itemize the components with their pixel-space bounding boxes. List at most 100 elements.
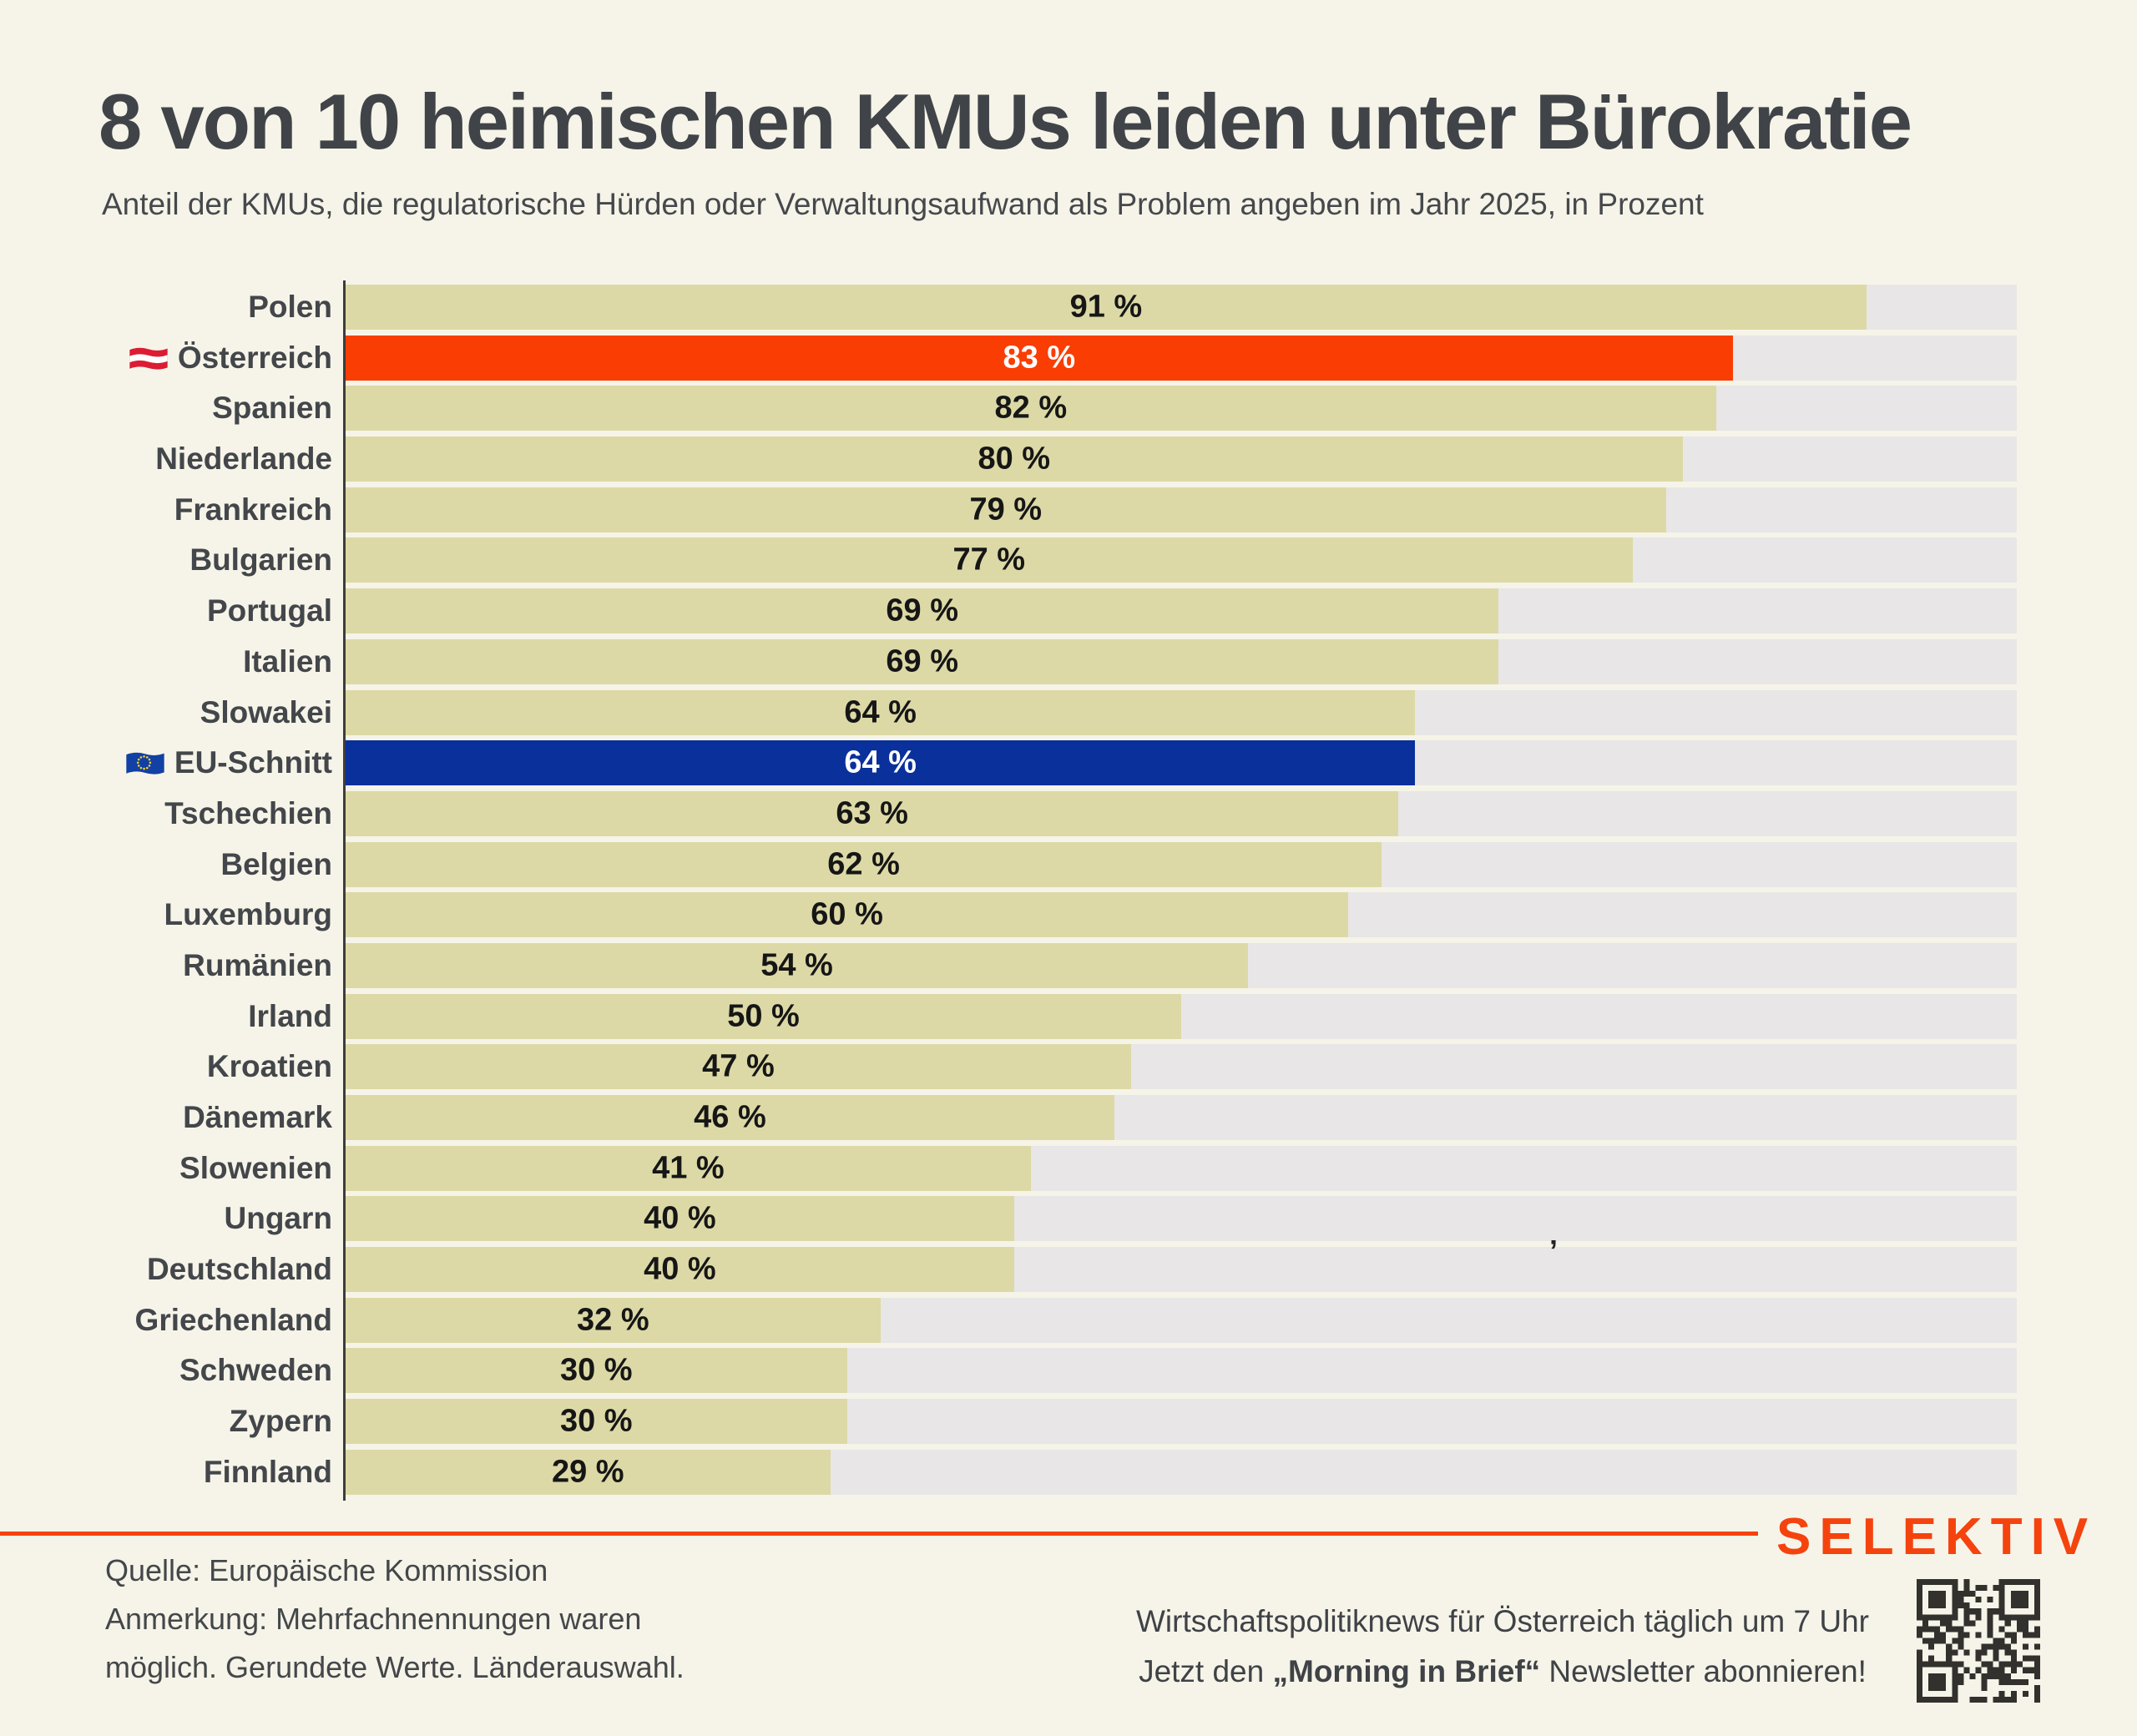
newsletter-line-2: Jetzt den „Morning in Brief“ Newsletter … bbox=[1139, 1654, 1867, 1688]
country-label-text: Griechenland bbox=[134, 1302, 332, 1337]
country-label: Bulgarien bbox=[0, 542, 346, 578]
chart-row: Tschechien 63 % bbox=[0, 790, 2137, 836]
bar-value-label: 69 % bbox=[886, 593, 958, 628]
bar-fill: 29 % bbox=[346, 1449, 831, 1495]
bar-track: 77 % bbox=[346, 537, 2017, 583]
country-label: Irland bbox=[0, 999, 346, 1034]
bar-value-label: 50 % bbox=[727, 998, 800, 1034]
bar-value-label: 82 % bbox=[994, 390, 1068, 426]
bar-track: 83 % bbox=[346, 335, 2017, 381]
bar-value-label: 46 % bbox=[694, 1099, 766, 1135]
bar-fill: 32 % bbox=[346, 1297, 881, 1343]
country-label: Deutschland bbox=[0, 1252, 346, 1287]
bar-value-label: 41 % bbox=[652, 1150, 725, 1186]
bar-fill: 69 % bbox=[346, 588, 1499, 634]
bar-track: 32 % bbox=[346, 1297, 2017, 1343]
country-label: Rumänien bbox=[0, 948, 346, 983]
bar-track: 50 % bbox=[346, 993, 2017, 1039]
country-label: Österreich bbox=[0, 341, 346, 376]
chart-row: Zypern 30 % bbox=[0, 1399, 2137, 1445]
bar-fill: 54 % bbox=[346, 942, 1249, 988]
country-label-text: Deutschland bbox=[146, 1252, 332, 1287]
country-label-text: Kroatien bbox=[206, 1049, 332, 1084]
bar-fill: 63 % bbox=[346, 790, 1399, 836]
country-label: Niederlande bbox=[0, 442, 346, 477]
bar-value-label: 32 % bbox=[577, 1302, 649, 1338]
country-label-text: Tschechien bbox=[164, 795, 332, 830]
bar-track: 80 % bbox=[346, 437, 2017, 482]
bar-track: 91 % bbox=[346, 285, 2017, 330]
bar-track: 29 % bbox=[346, 1449, 2017, 1495]
bar-fill: 62 % bbox=[346, 841, 1382, 887]
bar-value-label: 83 % bbox=[1003, 340, 1076, 376]
country-label-text: EU-Schnitt bbox=[174, 745, 332, 780]
country-label-text: Portugal bbox=[206, 593, 332, 628]
chart-row: Slowakei 64 % bbox=[0, 689, 2137, 735]
country-label: Tschechien bbox=[0, 796, 346, 831]
note-line-1: Anmerkung: Mehrfachnennungen waren bbox=[105, 1602, 642, 1636]
country-label: Dänemark bbox=[0, 1100, 346, 1135]
bar-value-label: 30 % bbox=[559, 1403, 633, 1439]
chart-row: Luxemburg 60 % bbox=[0, 892, 2137, 938]
chart-row: Kroatien 47 % bbox=[0, 1044, 2137, 1090]
bar-track: 41 % bbox=[346, 1145, 2017, 1191]
chart-row: Finnland 29 % bbox=[0, 1449, 2137, 1495]
country-label-text: Frankreich bbox=[174, 492, 332, 527]
bar-value-label: 91 % bbox=[1069, 289, 1143, 325]
bar-track: 54 % bbox=[346, 942, 2017, 988]
chart-row: Dänemark 46 % bbox=[0, 1095, 2137, 1140]
bar-fill: 60 % bbox=[346, 892, 1349, 938]
country-label-text: Slowakei bbox=[200, 694, 332, 729]
country-label: Schweden bbox=[0, 1353, 346, 1388]
chart-row: Irland 50 % bbox=[0, 993, 2137, 1039]
bar-track: 60 % bbox=[346, 892, 2017, 938]
country-label-text: Schweden bbox=[179, 1353, 332, 1388]
bar-value-label: 77 % bbox=[952, 542, 1026, 578]
bar-fill: 46 % bbox=[346, 1095, 1114, 1140]
bar-value-label: 60 % bbox=[811, 896, 883, 932]
austria-flag-icon bbox=[129, 347, 168, 370]
country-label: Belgien bbox=[0, 847, 346, 882]
bar-value-label: 69 % bbox=[886, 643, 958, 679]
country-label: EU-Schnitt bbox=[0, 745, 346, 780]
bar-value-label: 79 % bbox=[969, 492, 1043, 527]
bar-fill: 83 % bbox=[346, 335, 1733, 381]
bar-value-label: 63 % bbox=[836, 795, 908, 831]
bar-fill: 41 % bbox=[346, 1145, 1031, 1191]
bar-fill: 40 % bbox=[346, 1196, 1014, 1242]
axis-line bbox=[343, 280, 346, 1501]
country-label: Frankreich bbox=[0, 492, 346, 527]
bar-track: 46 % bbox=[346, 1095, 2017, 1140]
bar-track: 40 % bbox=[346, 1196, 2017, 1242]
country-label-text: Belgien bbox=[220, 846, 332, 881]
subtitle: Anteil der KMUs, die regulatorische Hürd… bbox=[102, 187, 1704, 221]
brand-logo: SELEKTIV bbox=[1776, 1508, 2097, 1566]
bar-fill: 82 % bbox=[346, 386, 1716, 431]
bar-track: 79 % bbox=[346, 487, 2017, 532]
newsletter-line-1: Wirtschaftspolitiknews für Österreich tä… bbox=[1136, 1604, 1869, 1638]
bar-value-label: 64 % bbox=[844, 744, 917, 780]
country-label: Ungarn bbox=[0, 1201, 346, 1236]
chart-row: Griechenland 32 % bbox=[0, 1297, 2137, 1343]
country-label-text: Rumänien bbox=[183, 947, 332, 982]
bar-track: 69 % bbox=[346, 638, 2017, 684]
bar-track: 30 % bbox=[346, 1399, 2017, 1445]
chart-row: Österreich 83 % bbox=[0, 335, 2137, 381]
bar-value-label: 62 % bbox=[827, 846, 900, 882]
chart-row: Schweden 30 % bbox=[0, 1348, 2137, 1394]
chart-row: Niederlande 80 % bbox=[0, 437, 2137, 482]
country-label: Slowakei bbox=[0, 695, 346, 730]
bar-track: 30 % bbox=[346, 1348, 2017, 1394]
bar-track: 47 % bbox=[346, 1044, 2017, 1090]
bar-fill: 64 % bbox=[346, 740, 1416, 786]
country-label: Finnland bbox=[0, 1455, 346, 1490]
country-label-text: Spanien bbox=[212, 391, 332, 426]
eu-flag-icon bbox=[126, 752, 164, 775]
country-label-text: Polen bbox=[248, 290, 332, 324]
country-label: Italien bbox=[0, 644, 346, 679]
bar-value-label: 30 % bbox=[559, 1352, 633, 1388]
country-label: Kroatien bbox=[0, 1049, 346, 1084]
bar-chart: Polen 91 % Österreich 83 % Spanien 82 % Nieder… bbox=[0, 280, 2137, 1501]
chart-row: Bulgarien 77 % bbox=[0, 537, 2137, 583]
